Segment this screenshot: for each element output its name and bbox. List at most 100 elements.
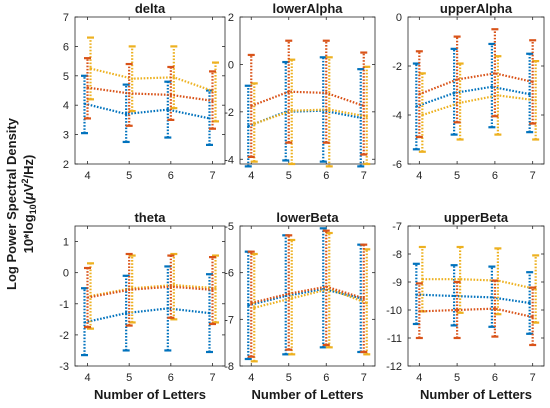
data-point (86, 86, 89, 89)
data-point (131, 77, 134, 80)
panel-lowerBeta: lowerBeta -8 -7 -6 -5 4 5 6 7 Number of Letters (224, 210, 376, 402)
x-tick-label: 4 (248, 372, 254, 384)
data-point (496, 94, 499, 97)
x-axis-label: Number of Letters (420, 387, 532, 402)
y-tick-label: -4 (392, 110, 402, 122)
data-point (125, 312, 128, 315)
data-point (328, 108, 331, 111)
data-point (493, 307, 496, 310)
y-tick-label: -9 (392, 277, 402, 289)
y-tick-label: -7 (392, 221, 402, 233)
panel-delta: delta 2 3 4 5 6 7 4 5 6 7 (63, 1, 226, 182)
panel-upperAlpha: upperAlpha -6 -4 -2 0 4 5 6 7 (392, 1, 545, 182)
series-orange (247, 229, 368, 358)
data-point (531, 315, 534, 319)
data-point (418, 93, 421, 96)
series-orange (84, 252, 216, 329)
plot-frame (74, 225, 226, 367)
data-point (415, 293, 418, 296)
y-tick-label: 4 (63, 100, 69, 112)
x-tick-label: 6 (323, 372, 329, 384)
panel-title: theta (134, 210, 166, 225)
series-blue (412, 42, 534, 151)
x-tick-label: 6 (492, 372, 498, 384)
data-point (534, 99, 537, 102)
series-yellow (418, 55, 540, 153)
series-line (251, 285, 365, 305)
y-tick-label: 5 (63, 71, 69, 83)
series-line (421, 94, 536, 117)
plot-frame (74, 16, 226, 165)
series-line (254, 287, 368, 309)
ylabel-line2: 10*log10(μV2/Hz) (20, 155, 38, 254)
y-tick-label: -12 (386, 361, 402, 373)
y-tick-label: 0 (396, 12, 402, 24)
data-point (456, 308, 459, 312)
data-point (214, 90, 217, 94)
plot-frame (239, 16, 376, 165)
data-point (359, 116, 362, 119)
x-tick-label: 5 (454, 170, 460, 182)
series-line (418, 72, 533, 96)
data-point (421, 278, 424, 281)
data-point (128, 92, 131, 95)
data-point (169, 93, 172, 97)
data-point (418, 310, 421, 313)
panel-lowerAlpha: lowerAlpha -4 -2 0 2 4 5 6 7 (224, 1, 376, 182)
data-point (253, 306, 256, 309)
data-point (250, 104, 253, 108)
x-tick-label: 7 (361, 372, 367, 384)
data-point (83, 321, 86, 324)
data-point (166, 108, 169, 111)
data-point (287, 90, 290, 93)
y-tick-label: -10 (386, 305, 402, 317)
y-tick-label: -7 (224, 314, 234, 326)
plot-frame (407, 225, 545, 367)
data-point (362, 104, 365, 108)
series-blue (412, 262, 534, 335)
data-point (211, 288, 214, 291)
y-tick-label: 2 (63, 159, 69, 171)
series-line (415, 85, 530, 108)
data-point (247, 124, 250, 128)
series-line (90, 67, 216, 94)
data-point (208, 117, 211, 120)
data-point (490, 85, 493, 88)
data-point (528, 93, 531, 96)
data-point (253, 122, 256, 125)
data-point (421, 113, 424, 117)
y-tick-label: 0 (228, 59, 234, 71)
panel-title: delta (135, 1, 166, 16)
data-point (250, 301, 253, 305)
y-tick-label: 1 (63, 237, 69, 249)
data-point (362, 297, 365, 300)
data-point (459, 101, 462, 104)
y-tick-label: -2 (59, 330, 69, 342)
x-tick-label: 6 (492, 170, 498, 182)
y-tick-label: -4 (224, 154, 234, 166)
y-tick-label: 0 (63, 268, 69, 280)
series-yellow (250, 56, 371, 168)
data-point (172, 284, 175, 287)
series-line (250, 90, 365, 107)
data-point (365, 301, 368, 305)
x-tick-label: 7 (530, 170, 536, 182)
series-line (253, 108, 368, 125)
data-point (83, 102, 86, 105)
data-point (208, 312, 211, 315)
data-point (89, 67, 92, 70)
x-tick-label: 6 (168, 372, 174, 384)
series-yellow (418, 245, 540, 324)
y-tick-label: -2 (392, 61, 402, 73)
data-point (86, 296, 89, 299)
data-point (456, 78, 459, 81)
y-tick-label: -1 (59, 299, 69, 311)
y-tick-label: -6 (224, 268, 234, 280)
panel-upperBeta: upperBeta -12 -11 -10 -9 -8 -7 4 5 6 7 Number of Le… (386, 210, 545, 402)
y-tick-label: -5 (224, 221, 234, 233)
series-orange (415, 28, 537, 139)
series-line (84, 102, 210, 120)
data-point (365, 115, 368, 118)
y-tick-label: 3 (63, 130, 69, 142)
